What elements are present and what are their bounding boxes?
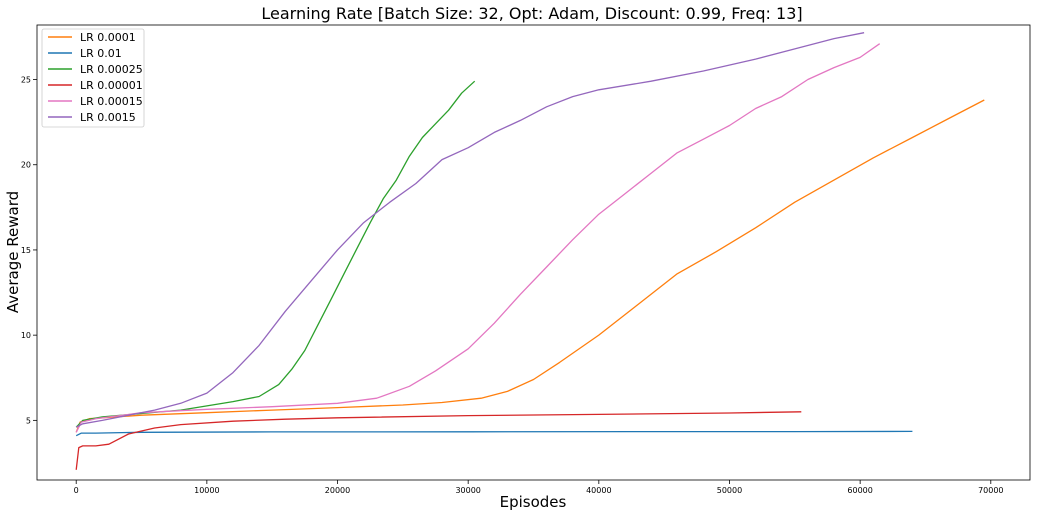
y-tick-label: 5 [26,416,31,425]
legend-label: LR 0.01 [80,47,122,60]
series-line [75,43,881,433]
x-tick-label: 30000 [455,486,480,495]
x-tick-label: 10000 [194,486,219,495]
series-line [75,99,985,433]
legend: LR 0.0001 LR 0.01 LR 0.00025 LR 0.00001 LR 0… [41,28,145,128]
x-tick-label: 60000 [847,486,872,495]
y-axis-ticks: 5 10 15 20 25 [21,76,37,425]
y-axis-label: Average Reward [4,191,22,313]
x-tick-label: 40000 [586,486,611,495]
series-line [75,411,802,470]
series-line [75,32,865,428]
series-lines [75,32,985,470]
x-tick-label: 0 [74,486,79,495]
legend-label: LR 0.0001 [80,31,136,44]
x-tick-label: 20000 [325,486,350,495]
y-tick-label: 20 [21,161,31,170]
legend-label: LR 0.00025 [80,63,143,76]
legend-label: LR 0.00015 [80,95,143,108]
x-axis-label: Episodes [500,493,567,511]
series-line [75,430,913,437]
legend-label: LR 0.0015 [80,111,136,124]
series-line [75,80,476,428]
legend-label: LR 0.00001 [80,79,143,92]
chart-title: Learning Rate [Batch Size: 32, Opt: Adam… [261,4,802,23]
y-tick-label: 10 [21,331,31,340]
y-tick-label: 25 [21,76,31,85]
x-tick-label: 70000 [978,486,1003,495]
x-axis-ticks: 0 10000 20000 30000 40000 50000 60000 70000 [74,480,1004,495]
y-tick-label: 15 [21,246,31,255]
x-tick-label: 50000 [717,486,742,495]
plot-area [36,24,1031,481]
